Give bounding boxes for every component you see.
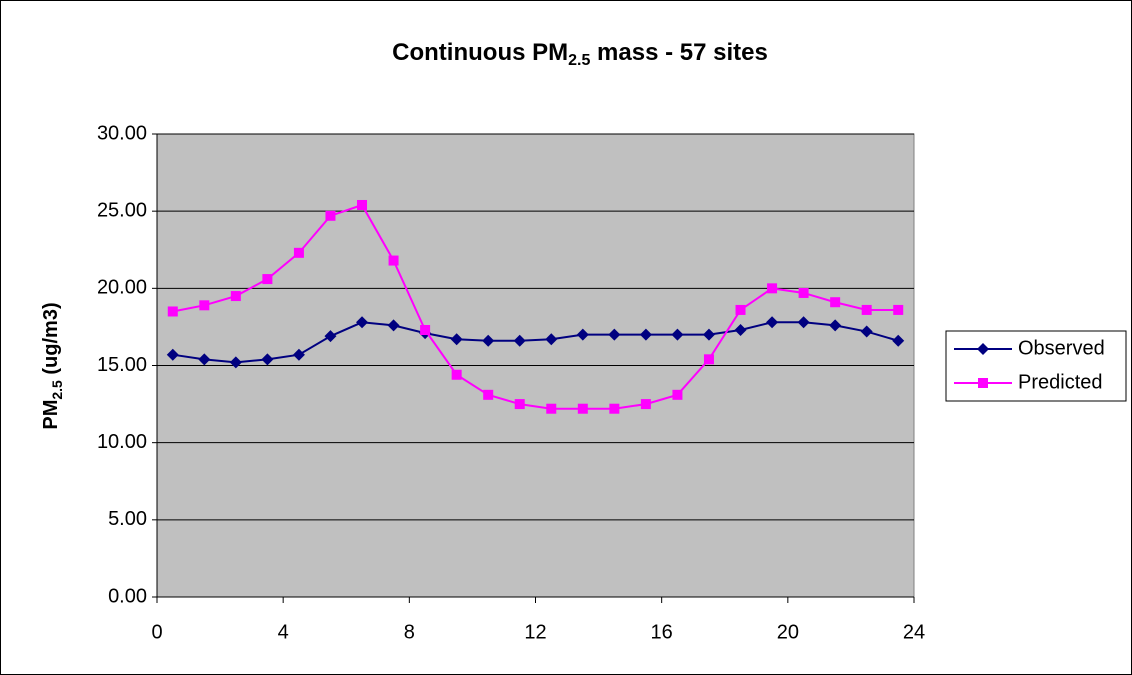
y-label-text: PM	[40, 400, 62, 430]
marker	[702, 328, 715, 341]
marker	[545, 333, 558, 346]
y-label-text: (ug/m3)	[40, 302, 62, 380]
marker	[640, 399, 651, 410]
y-tick-label: 30.00	[97, 122, 147, 144]
marker	[167, 306, 178, 317]
y-tick-label: 20.00	[97, 277, 147, 299]
marker	[735, 304, 746, 315]
x-tick-label: 16	[651, 621, 673, 643]
marker	[672, 389, 683, 400]
marker	[229, 356, 242, 369]
marker	[199, 300, 210, 311]
legend-box	[945, 330, 1127, 402]
marker	[860, 325, 873, 338]
marker	[198, 353, 211, 366]
marker	[608, 328, 621, 341]
x-tick-label: 4	[278, 621, 289, 643]
marker	[861, 304, 872, 315]
marker	[261, 353, 274, 366]
marker	[293, 247, 304, 258]
marker	[357, 199, 368, 210]
marker	[387, 319, 400, 332]
marker	[514, 399, 525, 410]
chart-title: Continuous PM2.5 mass - 57 sites	[392, 39, 768, 69]
series-line	[172, 203, 899, 410]
legend-label: Observed	[1018, 337, 1105, 359]
title-text: mass - 57 sites	[590, 39, 767, 66]
y-label-subscript: 2.5	[49, 380, 65, 400]
marker	[703, 354, 714, 365]
marker	[830, 297, 841, 308]
marker	[639, 328, 652, 341]
y-tick-label: 0.00	[108, 585, 147, 607]
marker	[766, 316, 779, 329]
x-tick-label: 0	[151, 621, 162, 643]
x-tick-label: 24	[903, 621, 925, 643]
y-tick-label: 10.00	[97, 431, 147, 453]
marker	[325, 210, 336, 221]
marker	[892, 334, 905, 347]
title-text: Continuous PM	[392, 39, 568, 66]
marker	[292, 348, 305, 361]
marker	[798, 287, 809, 298]
marker	[767, 283, 778, 294]
marker	[893, 304, 904, 315]
marker	[420, 325, 431, 336]
marker	[388, 255, 399, 266]
marker	[356, 316, 369, 329]
marker	[829, 319, 842, 332]
marker	[576, 328, 589, 341]
marker	[546, 403, 557, 414]
marker	[324, 330, 337, 343]
marker	[577, 403, 588, 414]
marker	[797, 316, 810, 329]
y-tick-label: 25.00	[97, 199, 147, 221]
title-subscript: 2.5	[568, 52, 590, 69]
marker	[451, 369, 462, 380]
marker	[978, 378, 988, 388]
y-tick-label: 15.00	[97, 354, 147, 376]
marker	[609, 403, 620, 414]
y-axis-label: PM2.5 (ug/m3)	[40, 302, 64, 429]
marker	[262, 274, 273, 285]
marker	[734, 324, 747, 337]
x-tick-label: 20	[777, 621, 799, 643]
x-tick-label: 8	[404, 621, 415, 643]
marker	[513, 334, 526, 347]
marker	[671, 328, 684, 341]
marker	[166, 348, 179, 361]
marker	[483, 389, 494, 400]
legend-label: Predicted	[1018, 371, 1103, 393]
marker	[482, 334, 495, 347]
x-tick-label: 12	[524, 621, 546, 643]
marker	[450, 333, 463, 346]
marker	[977, 343, 989, 355]
y-tick-label: 5.00	[108, 508, 147, 530]
marker	[230, 291, 241, 302]
